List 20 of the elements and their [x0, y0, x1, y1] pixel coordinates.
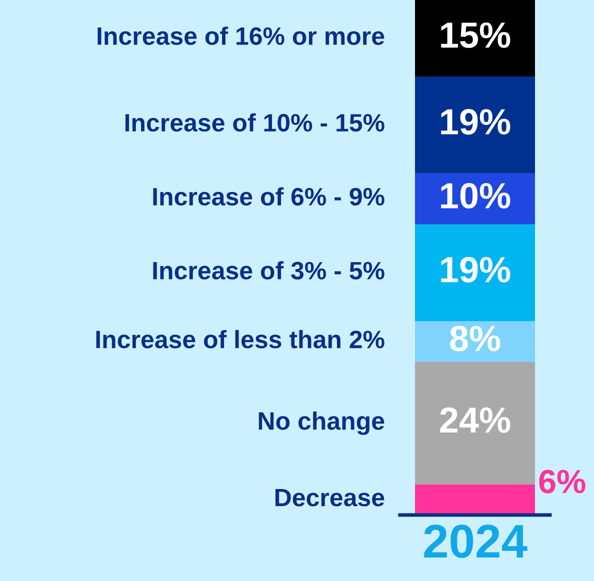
data-label: 24% [440, 407, 510, 433]
series-label: Decrease [275, 488, 384, 506]
data-label: 10% [441, 182, 510, 209]
series-label: Increase of less than 2% [96, 330, 384, 348]
bar [415, 76, 535, 174]
data-label: 6% [539, 470, 586, 494]
bar [415, 362, 535, 484]
bar [415, 224, 535, 322]
series-label: Increase of 10% - 15% [125, 113, 384, 132]
data-label: 15% [441, 22, 510, 48]
data-label: 19% [441, 109, 510, 135]
bar [415, 484, 535, 515]
data-label: 8% [450, 326, 500, 352]
bar [415, 0, 535, 76]
series-label: Increase of 6% - 9% [153, 187, 384, 206]
series-label: No change [258, 412, 384, 435]
x-tick-label: 2024 [424, 524, 528, 558]
data-label: 19% [441, 256, 510, 282]
series-label: Increase of 3% - 5% [153, 261, 384, 280]
series-label: Increase of 16% or more [98, 26, 384, 45]
